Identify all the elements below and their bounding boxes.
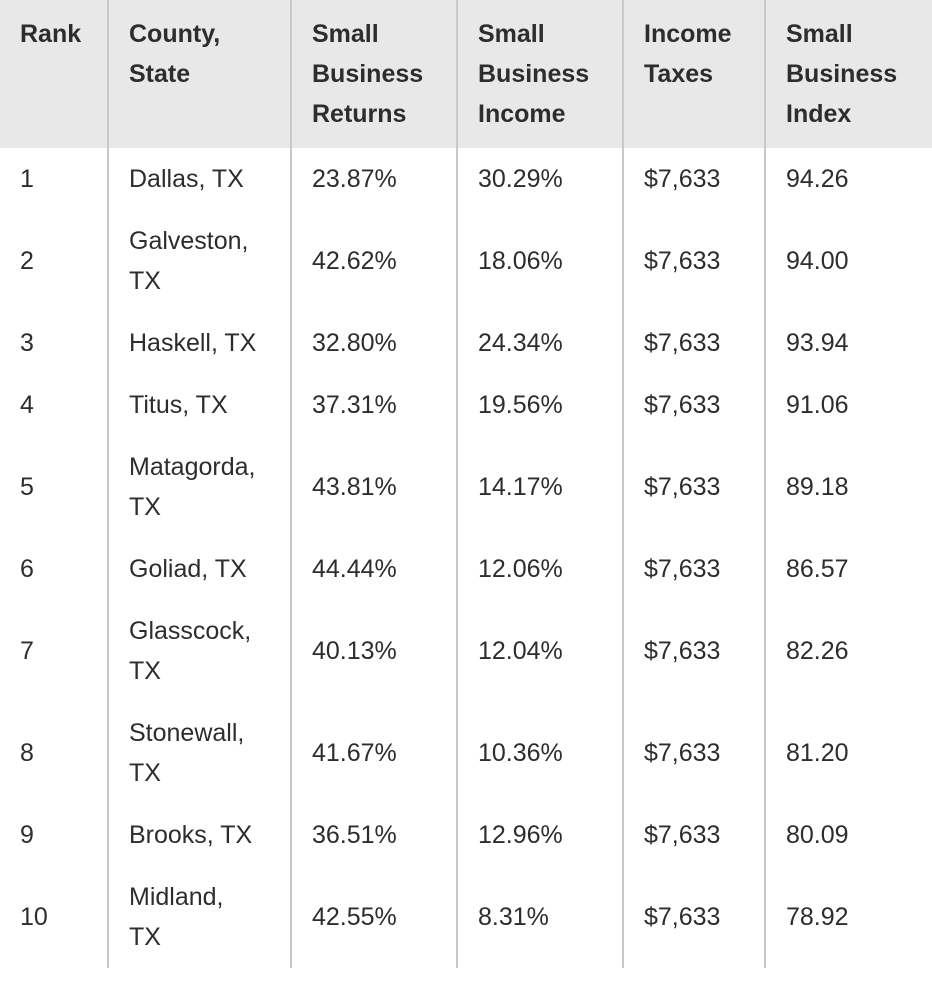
table-row: 6 Goliad, TX 44.44% 12.06% $7,633 86.57 <box>0 538 932 600</box>
table-row: 9 Brooks, TX 36.51% 12.96% $7,633 80.09 <box>0 804 932 866</box>
income-cell: 30.29% <box>456 148 623 210</box>
rank-cell: 2 <box>0 210 108 312</box>
county-cell: Goliad, TX <box>107 538 291 600</box>
rank-cell: 6 <box>0 538 108 600</box>
rank-cell: 7 <box>0 600 108 702</box>
column-header-small-business-index: Small Business Index <box>764 0 932 148</box>
index-cell: 81.20 <box>764 702 932 804</box>
index-cell: 94.26 <box>764 148 932 210</box>
taxes-cell: $7,633 <box>622 804 765 866</box>
table-row: 4 Titus, TX 37.31% 19.56% $7,633 91.06 <box>0 374 932 436</box>
column-header-county-state: County, State <box>107 0 291 148</box>
returns-cell: 36.51% <box>290 804 457 866</box>
taxes-cell: $7,633 <box>622 702 765 804</box>
table-header-row: Rank County, State Small Business Return… <box>0 0 932 148</box>
taxes-cell: $7,633 <box>622 538 765 600</box>
table-row: 3 Haskell, TX 32.80% 24.34% $7,633 93.94 <box>0 312 932 374</box>
returns-cell: 43.81% <box>290 436 457 538</box>
taxes-cell: $7,633 <box>622 436 765 538</box>
rank-cell: 10 <box>0 866 108 968</box>
returns-cell: 23.87% <box>290 148 457 210</box>
table-row: 1 Dallas, TX 23.87% 30.29% $7,633 94.26 <box>0 148 932 210</box>
table-row: 7 Glasscock, TX 40.13% 12.04% $7,633 82.… <box>0 600 932 702</box>
small-business-ranking-table: Rank County, State Small Business Return… <box>0 0 932 968</box>
column-header-small-business-income: Small Business Income <box>456 0 623 148</box>
returns-cell: 42.62% <box>290 210 457 312</box>
column-header-rank: Rank <box>0 0 108 148</box>
returns-cell: 42.55% <box>290 866 457 968</box>
county-cell: Galveston, TX <box>107 210 291 312</box>
county-cell: Titus, TX <box>107 374 291 436</box>
returns-cell: 32.80% <box>290 312 457 374</box>
taxes-cell: $7,633 <box>622 148 765 210</box>
county-cell: Glasscock, TX <box>107 600 291 702</box>
taxes-cell: $7,633 <box>622 600 765 702</box>
county-cell: Matagorda, TX <box>107 436 291 538</box>
county-cell: Stonewall, TX <box>107 702 291 804</box>
index-cell: 80.09 <box>764 804 932 866</box>
index-cell: 78.92 <box>764 866 932 968</box>
income-cell: 14.17% <box>456 436 623 538</box>
table-row: 10 Midland, TX 42.55% 8.31% $7,633 78.92 <box>0 866 932 968</box>
rank-cell: 3 <box>0 312 108 374</box>
table-row: 5 Matagorda, TX 43.81% 14.17% $7,633 89.… <box>0 436 932 538</box>
table-row: 8 Stonewall, TX 41.67% 10.36% $7,633 81.… <box>0 702 932 804</box>
column-header-income-taxes: Income Taxes <box>622 0 765 148</box>
income-cell: 19.56% <box>456 374 623 436</box>
index-cell: 93.94 <box>764 312 932 374</box>
county-cell: Dallas, TX <box>107 148 291 210</box>
index-cell: 86.57 <box>764 538 932 600</box>
returns-cell: 44.44% <box>290 538 457 600</box>
rank-cell: 4 <box>0 374 108 436</box>
index-cell: 82.26 <box>764 600 932 702</box>
county-cell: Midland, TX <box>107 866 291 968</box>
income-cell: 12.06% <box>456 538 623 600</box>
taxes-cell: $7,633 <box>622 374 765 436</box>
column-header-small-business-returns: Small Business Returns <box>290 0 457 148</box>
rank-cell: 1 <box>0 148 108 210</box>
rank-cell: 5 <box>0 436 108 538</box>
income-cell: 10.36% <box>456 702 623 804</box>
returns-cell: 37.31% <box>290 374 457 436</box>
rank-cell: 9 <box>0 804 108 866</box>
taxes-cell: $7,633 <box>622 210 765 312</box>
rank-cell: 8 <box>0 702 108 804</box>
taxes-cell: $7,633 <box>622 312 765 374</box>
income-cell: 12.96% <box>456 804 623 866</box>
index-cell: 91.06 <box>764 374 932 436</box>
index-cell: 89.18 <box>764 436 932 538</box>
taxes-cell: $7,633 <box>622 866 765 968</box>
county-cell: Haskell, TX <box>107 312 291 374</box>
county-cell: Brooks, TX <box>107 804 291 866</box>
income-cell: 24.34% <box>456 312 623 374</box>
table-row: 2 Galveston, TX 42.62% 18.06% $7,633 94.… <box>0 210 932 312</box>
income-cell: 18.06% <box>456 210 623 312</box>
income-cell: 8.31% <box>456 866 623 968</box>
income-cell: 12.04% <box>456 600 623 702</box>
returns-cell: 41.67% <box>290 702 457 804</box>
index-cell: 94.00 <box>764 210 932 312</box>
returns-cell: 40.13% <box>290 600 457 702</box>
